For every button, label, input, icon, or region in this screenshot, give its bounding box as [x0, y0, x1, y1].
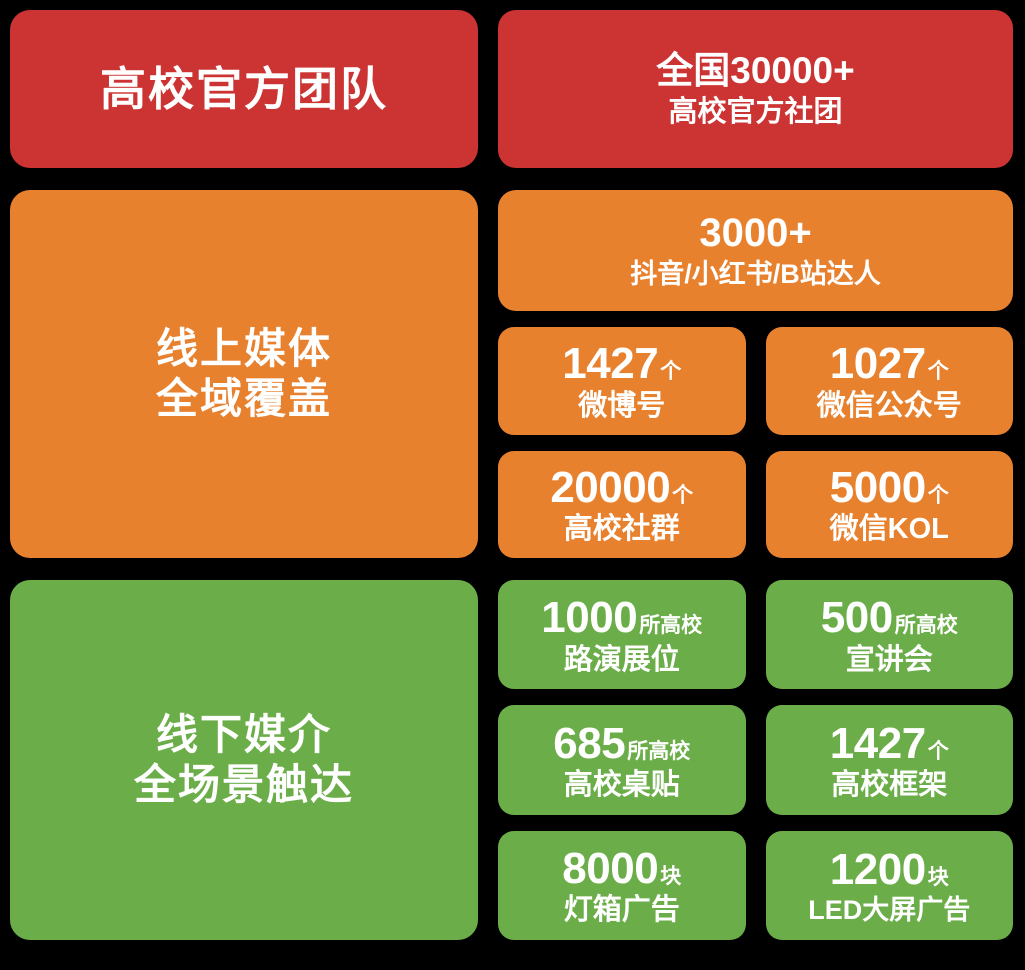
campus-community-caption: 高校社群: [563, 513, 680, 546]
stat-card-roadshow-booth: 1000 所高校 路演展位: [498, 580, 746, 690]
roadshow-booth-number: 1000: [541, 593, 638, 643]
section-official-team: 高校官方团队 全国30000+ 高校官方社团: [10, 10, 1013, 168]
weibo-number: 1427: [562, 339, 659, 389]
label-card-online-media: 线上媒体 全域覆盖: [10, 190, 478, 558]
label-offline-media-line1: 线下媒介: [155, 711, 332, 759]
stat-card-wechat-official-account: 1027 个 微信公众号: [765, 327, 1013, 435]
official-clubs-caption: 高校官方社团: [668, 96, 843, 129]
kol-creators-caption: 抖音/小红书/B站达人: [630, 259, 881, 290]
campus-community-number: 20000: [550, 462, 671, 512]
campus-frame-unit: 个: [927, 739, 949, 763]
campus-community-value: 20000 个: [550, 463, 693, 512]
official-clubs-number: 全国30000+: [656, 49, 855, 91]
wechat-official-account-caption: 微信公众号: [816, 389, 962, 422]
stat-card-led-screen-ad: 1200 块 LED大屏广告: [765, 830, 1013, 940]
section-online-media: 线上媒体 全域覆盖 3000+ 抖音/小红书/B站达人 1427 个 微博号: [10, 190, 1013, 558]
info-session-number: 500: [820, 593, 893, 643]
official-team-content: 全国30000+ 高校官方社团: [498, 10, 1013, 168]
led-screen-ad-caption: LED大屏广告: [808, 895, 971, 926]
stat-card-info-session: 500 所高校 宣讲会: [765, 580, 1013, 690]
desk-sticker-unit: 所高校: [627, 739, 691, 763]
led-screen-ad-number: 1200: [829, 845, 926, 895]
stat-card-official-clubs: 全国30000+ 高校官方社团: [498, 10, 1013, 168]
campus-frame-caption: 高校框架: [831, 768, 948, 801]
lightbox-ad-caption: 灯箱广告: [563, 894, 680, 927]
lightbox-ad-unit: 块: [660, 864, 682, 888]
online-media-content: 3000+ 抖音/小红书/B站达人 1427 个 微博号 1027 个 微: [498, 190, 1013, 558]
label-card-offline-media: 线下媒介 全场景触达: [10, 580, 478, 940]
label-official-team: 高校官方团队: [100, 62, 388, 115]
stat-card-lightbox-ad: 8000 块 灯箱广告: [498, 830, 746, 940]
label-online-media-line1: 线上媒体: [155, 325, 332, 373]
label-online-media-line2: 全域覆盖: [155, 375, 332, 422]
stat-card-campus-community: 20000 个 高校社群: [498, 450, 746, 558]
campus-community-unit: 个: [672, 483, 694, 507]
led-screen-ad-value: 1200 块: [830, 845, 949, 894]
roadshow-booth-value: 1000 所高校: [541, 593, 702, 642]
wechat-kol-number: 5000: [829, 462, 926, 512]
campus-frame-number: 1427: [829, 718, 926, 768]
offline-media-row-3: 8000 块 灯箱广告 1200 块 LED大屏广告: [498, 830, 1013, 940]
weibo-value: 1427 个: [562, 339, 681, 388]
wechat-kol-caption: 微信KOL: [829, 513, 949, 546]
wechat-kol-unit: 个: [927, 483, 949, 507]
campus-frame-value: 1427 个: [830, 719, 949, 768]
stat-card-wechat-kol: 5000 个 微信KOL: [765, 450, 1013, 558]
online-media-row-2: 20000 个 高校社群 5000 个 微信KOL: [498, 450, 1013, 558]
weibo-caption: 微博号: [578, 389, 666, 422]
wechat-official-account-unit: 个: [927, 360, 949, 384]
desk-sticker-number: 685: [553, 718, 626, 768]
weibo-unit: 个: [660, 360, 682, 384]
stat-card-desk-sticker: 685 所高校 高校桌贴: [498, 705, 746, 815]
led-screen-ad-unit: 块: [927, 866, 949, 890]
roadshow-booth-caption: 路演展位: [563, 643, 680, 676]
wechat-official-account-value: 1027 个: [830, 339, 949, 388]
info-session-value: 500 所高校: [821, 593, 958, 642]
online-media-row-1: 1427 个 微博号 1027 个 微信公众号: [498, 327, 1013, 435]
wechat-kol-value: 5000 个: [830, 463, 949, 512]
info-session-caption: 宣讲会: [845, 643, 933, 676]
desk-sticker-caption: 高校桌贴: [563, 768, 680, 801]
lightbox-ad-number: 8000: [562, 843, 659, 893]
stat-card-kol-creators: 3000+ 抖音/小红书/B站达人: [498, 190, 1013, 311]
stat-card-weibo: 1427 个 微博号: [498, 327, 746, 435]
info-session-unit: 所高校: [894, 614, 958, 638]
roadshow-booth-unit: 所高校: [639, 614, 703, 638]
offline-media-content: 1000 所高校 路演展位 500 所高校 宣讲会 685: [498, 580, 1013, 940]
offline-media-row-2: 685 所高校 高校桌贴 1427 个 高校框架: [498, 705, 1013, 815]
stat-card-campus-frame: 1427 个 高校框架: [765, 705, 1013, 815]
wechat-official-account-number: 1027: [829, 339, 926, 389]
offline-media-row-1: 1000 所高校 路演展位 500 所高校 宣讲会: [498, 580, 1013, 690]
lightbox-ad-value: 8000 块: [562, 844, 681, 893]
kol-creators-number: 3000+: [699, 210, 812, 255]
section-offline-media: 线下媒介 全场景触达 1000 所高校 路演展位 500 所高校 宣讲: [10, 580, 1013, 940]
label-card-official-team: 高校官方团队: [10, 10, 478, 168]
desk-sticker-value: 685 所高校: [553, 719, 690, 768]
label-offline-media-line2: 全场景触达: [133, 761, 354, 808]
